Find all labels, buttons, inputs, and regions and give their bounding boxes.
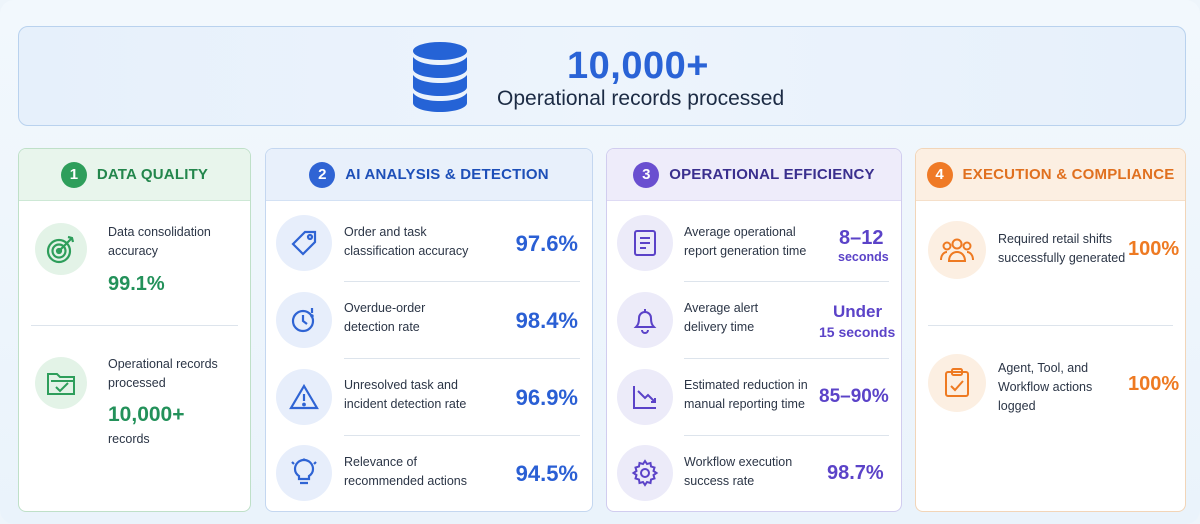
metric-unit: records [108, 432, 150, 446]
report-icon [617, 215, 673, 271]
warning-icon [276, 369, 332, 425]
divider [344, 358, 580, 359]
section-header: 1 DATA QUALITY [19, 149, 250, 201]
metric-label: Estimated reduction in manual reporting … [684, 378, 808, 411]
section-ai-analysis: 2 AI ANALYSIS & DETECTION Order and task… [265, 148, 593, 512]
metric-value: 94.5% [515, 461, 578, 486]
metric-label: Required retail shifts successfully gene… [998, 232, 1126, 265]
metric-value: 99.1% [108, 273, 165, 295]
metric-value: 8–12 [839, 227, 884, 249]
target-icon [35, 223, 87, 275]
section-number-badge: 2 [309, 161, 336, 188]
metric-unit: 15 seconds [819, 324, 896, 340]
section-execution-compliance: 4 EXECUTION & COMPLIANCE Required retail… [915, 148, 1186, 512]
metric-value: 100% [1128, 373, 1180, 395]
section-data-quality: 1 DATA QUALITY Data consolidation accura… [18, 148, 251, 512]
divider [684, 435, 889, 436]
metric-label: Workflow execution success rate [684, 455, 793, 488]
trend-down-icon [617, 369, 673, 425]
team-icon [928, 221, 986, 279]
section-number-badge: 4 [926, 161, 953, 188]
metric-value: 100% [1128, 238, 1180, 260]
metric-value: Under [833, 302, 883, 321]
hero-caption: Operational records processed [497, 87, 785, 110]
section-number-badge: 3 [633, 161, 660, 188]
divider [928, 325, 1173, 326]
metric-value: 96.9% [515, 385, 578, 410]
metric-label: Relevance of recommended actions [344, 455, 467, 488]
lightbulb-icon [276, 445, 332, 501]
section-header: 2 AI ANALYSIS & DETECTION [266, 149, 592, 201]
clipboard-check-icon [928, 354, 986, 412]
metric-label: Order and task classification accuracy [344, 225, 469, 258]
metric-value: 97.6% [515, 231, 578, 256]
metric-value: 98.4% [515, 308, 578, 333]
metric-unit: seconds [838, 250, 889, 264]
metric-label: Overdue-order detection rate [344, 301, 426, 334]
section-title: EXECUTION & COMPLIANCE [962, 166, 1175, 183]
metric-value: 85–90% [819, 386, 889, 407]
section-number-badge: 1 [60, 161, 87, 188]
metric-value: 98.7% [827, 462, 884, 484]
database-icon [413, 42, 467, 112]
section-header: 4 EXECUTION & COMPLIANCE [916, 149, 1185, 201]
metric-label: Operational records processed [108, 357, 218, 390]
metric-label: Average alert delivery time [684, 301, 759, 334]
metric-label: Data consolidation accuracy [108, 225, 211, 258]
divider [684, 281, 889, 282]
divider [684, 358, 889, 359]
section-header: 3 OPERATIONAL EFFICIENCY [607, 149, 901, 201]
divider [31, 325, 238, 326]
metric-label: Average operational report generation ti… [684, 225, 807, 258]
hero-banner: 10,000+ Operational records processed [18, 26, 1186, 126]
metric-label: Unresolved task and incident detection r… [344, 378, 467, 411]
gear-icon [617, 445, 673, 501]
section-operational-efficiency: 3 OPERATIONAL EFFICIENCY Average operati… [606, 148, 902, 512]
hero-number: 10,000+ [567, 45, 709, 87]
section-title: DATA QUALITY [96, 166, 209, 183]
section-title: AI ANALYSIS & DETECTION [345, 166, 549, 183]
bell-icon [617, 292, 673, 348]
tag-icon [276, 215, 332, 271]
divider [344, 281, 580, 282]
folder-check-icon [35, 357, 87, 409]
clock-alert-icon [276, 292, 332, 348]
section-title: OPERATIONAL EFFICIENCY [669, 166, 875, 183]
metric-label: Agent, Tool, and Workflow actions logged [998, 361, 1093, 413]
metric-value: 10,000+ [108, 403, 185, 426]
divider [344, 435, 580, 436]
